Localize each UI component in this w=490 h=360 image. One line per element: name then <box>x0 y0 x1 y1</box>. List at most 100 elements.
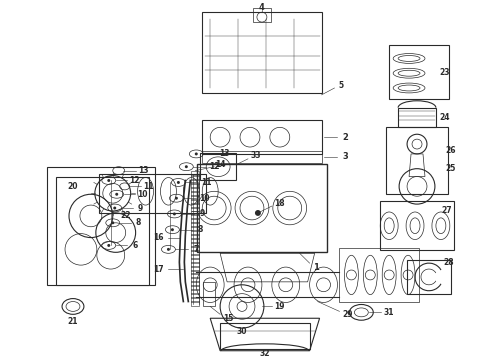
Text: 27: 27 <box>441 206 452 215</box>
Bar <box>202 121 321 154</box>
Bar <box>191 226 199 231</box>
Bar <box>253 8 271 22</box>
Bar <box>191 282 199 286</box>
Circle shape <box>177 181 180 184</box>
Bar <box>191 195 199 200</box>
Circle shape <box>255 210 261 216</box>
Bar <box>191 270 199 274</box>
Bar <box>191 297 199 302</box>
Bar <box>191 171 199 176</box>
Bar <box>191 242 199 247</box>
Bar <box>191 301 199 306</box>
Text: 16: 16 <box>153 233 164 242</box>
Bar <box>398 108 436 127</box>
Text: 9: 9 <box>199 210 205 219</box>
Bar <box>191 211 199 215</box>
Circle shape <box>107 179 110 182</box>
Bar <box>191 199 199 204</box>
Circle shape <box>241 278 255 292</box>
Bar <box>191 246 199 251</box>
Bar <box>386 127 448 194</box>
Circle shape <box>279 278 293 292</box>
Bar <box>191 222 199 227</box>
Text: 7: 7 <box>194 245 199 254</box>
Circle shape <box>346 270 356 280</box>
Bar <box>191 289 199 294</box>
Bar <box>340 248 419 302</box>
Text: 6: 6 <box>132 241 137 250</box>
Bar <box>191 230 199 235</box>
Text: 14: 14 <box>215 160 225 169</box>
Circle shape <box>175 197 178 200</box>
Circle shape <box>203 278 217 292</box>
Text: 22: 22 <box>121 211 131 220</box>
Text: 5: 5 <box>339 81 344 90</box>
Circle shape <box>366 270 375 280</box>
Bar <box>202 12 321 93</box>
Bar <box>191 262 199 267</box>
Text: 12: 12 <box>209 162 220 171</box>
Text: 28: 28 <box>443 258 454 267</box>
Bar <box>220 323 310 349</box>
Text: 10: 10 <box>137 190 148 199</box>
Text: 18: 18 <box>274 199 285 208</box>
Text: 2: 2 <box>343 133 348 142</box>
Bar <box>191 293 199 298</box>
Bar <box>191 258 199 263</box>
Circle shape <box>115 193 118 196</box>
Text: 8: 8 <box>197 225 203 234</box>
Bar <box>407 260 451 294</box>
Text: 26: 26 <box>445 147 456 156</box>
Bar <box>191 278 199 282</box>
Circle shape <box>185 165 188 168</box>
Circle shape <box>113 207 116 210</box>
Text: 20: 20 <box>68 182 78 191</box>
Text: 13: 13 <box>219 149 229 158</box>
Text: 11: 11 <box>201 178 212 187</box>
Text: 33: 33 <box>251 152 261 161</box>
Circle shape <box>317 278 331 292</box>
Text: 25: 25 <box>445 164 456 173</box>
Text: 12: 12 <box>129 176 140 185</box>
Text: 4: 4 <box>259 3 265 12</box>
Bar <box>191 219 199 223</box>
Bar <box>389 45 449 99</box>
Bar <box>191 285 199 290</box>
Text: 9: 9 <box>138 203 143 212</box>
Text: 24: 24 <box>440 113 450 122</box>
Circle shape <box>107 244 110 247</box>
Bar <box>200 153 236 180</box>
Circle shape <box>167 248 170 251</box>
Text: 17: 17 <box>153 265 164 274</box>
Text: 15: 15 <box>223 314 233 323</box>
Circle shape <box>173 212 176 215</box>
Text: 32: 32 <box>260 349 270 358</box>
Circle shape <box>111 221 114 224</box>
Bar <box>380 201 454 250</box>
Bar <box>191 183 199 188</box>
Bar <box>191 266 199 270</box>
Circle shape <box>171 228 174 231</box>
Bar <box>191 274 199 278</box>
Text: 30: 30 <box>237 327 247 336</box>
Bar <box>191 207 199 211</box>
Bar <box>191 238 199 243</box>
Text: 10: 10 <box>199 194 210 203</box>
Polygon shape <box>56 176 148 285</box>
Bar <box>191 191 199 196</box>
Text: 1: 1 <box>313 262 318 271</box>
Bar <box>191 175 199 180</box>
Bar <box>191 234 199 239</box>
Text: 23: 23 <box>440 68 450 77</box>
Bar <box>191 250 199 255</box>
Bar <box>47 167 154 285</box>
Bar <box>191 254 199 259</box>
Text: 31: 31 <box>384 308 394 317</box>
Text: 19: 19 <box>274 302 285 311</box>
Text: 21: 21 <box>68 317 78 326</box>
Text: 11: 11 <box>143 182 154 191</box>
Circle shape <box>195 152 198 156</box>
Text: 29: 29 <box>342 310 353 319</box>
Bar <box>191 203 199 208</box>
Bar <box>197 164 326 252</box>
